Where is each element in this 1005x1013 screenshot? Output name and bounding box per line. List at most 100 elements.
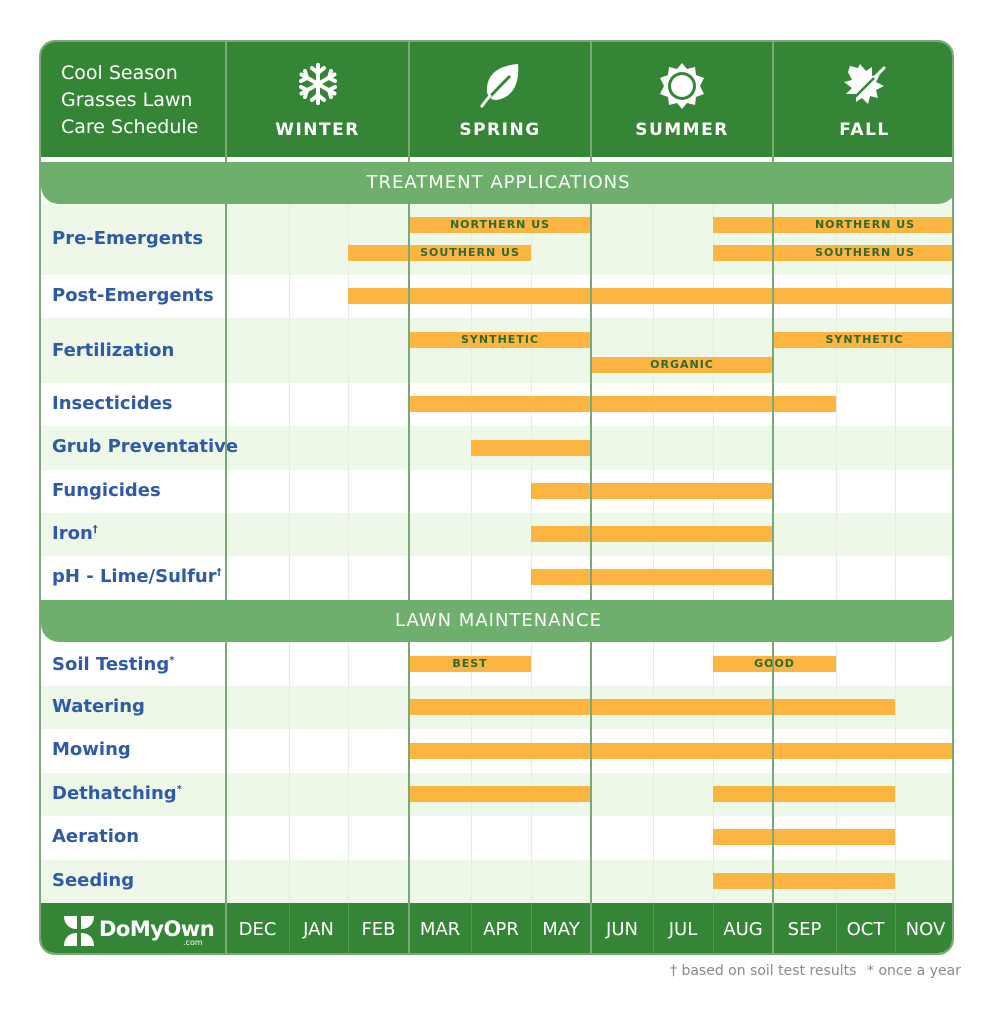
gridline xyxy=(713,642,714,903)
season-divider xyxy=(408,204,410,600)
gridline xyxy=(836,204,837,603)
row-fertilization: Fertilization xyxy=(41,318,952,383)
season-label-winter: WINTER xyxy=(275,120,360,140)
title-line-1: Cool Season xyxy=(61,62,178,84)
bar-fungicides xyxy=(531,483,773,499)
footer-divider xyxy=(895,903,896,953)
season-divider xyxy=(408,42,410,162)
dagger-text: based on soil test results xyxy=(681,963,857,979)
month-oct: OCT xyxy=(846,919,885,940)
row-label: Fertilization xyxy=(52,340,175,361)
bar-watering xyxy=(409,699,895,715)
row-label: Soil Testing* xyxy=(52,654,174,675)
asterisk-mark: * xyxy=(169,655,175,666)
month-nov: NOV xyxy=(905,919,946,940)
month-feb: FEB xyxy=(361,919,396,940)
row-label-text: pH - Lime/Sulfur xyxy=(52,566,217,587)
season-label-spring: SPRING xyxy=(459,120,541,140)
season-divider xyxy=(225,642,227,903)
bar-seeding xyxy=(713,873,895,889)
footer-divider xyxy=(836,903,837,953)
bar-grub-preventative xyxy=(471,440,591,456)
bar-mowing xyxy=(409,743,952,759)
row-label: Seeding xyxy=(52,870,135,891)
season-divider xyxy=(225,42,227,162)
asterisk-text: once a year xyxy=(878,963,961,979)
logo-suffix: .com xyxy=(183,938,203,947)
title-line-3: Care Schedule xyxy=(61,116,199,138)
month-may: MAY xyxy=(542,919,580,940)
bar-pre-emergents-northern-spring: NORTHERN US xyxy=(409,217,591,233)
row-label: Aeration xyxy=(52,826,140,847)
footer-divider xyxy=(653,903,654,953)
gridline xyxy=(471,642,472,903)
month-dec: DEC xyxy=(238,919,277,940)
footnote-asterisk: * once a year xyxy=(867,963,961,979)
row-label: Post-Emergents xyxy=(52,285,214,306)
leaf-icon xyxy=(480,64,519,108)
footer-divider xyxy=(772,903,774,953)
season-divider xyxy=(590,642,592,903)
bar-fertilization-synthetic-fall: SYNTHETIC xyxy=(773,332,952,348)
bar-pre-emergents-northern-fall: NORTHERN US xyxy=(713,217,952,233)
month-sep: SEP xyxy=(787,919,822,940)
logo-leaves-icon xyxy=(64,916,94,946)
row-label: Fungicides xyxy=(52,480,161,501)
dagger-symbol: † xyxy=(670,963,677,979)
month-jun: JUN xyxy=(606,919,638,940)
title-line-2: Grasses Lawn xyxy=(61,89,193,111)
season-winter: WINTER xyxy=(226,42,409,157)
dagger-mark: † xyxy=(92,524,98,535)
gridline xyxy=(653,642,654,903)
footer-divider xyxy=(713,903,714,953)
bar-soil-testing-best: BEST xyxy=(409,656,531,672)
row-label-text: Dethatching xyxy=(52,783,177,804)
gridline xyxy=(348,204,349,603)
season-divider xyxy=(772,642,774,903)
lawn-care-schedule-chart: Cool Season Grasses Lawn Care Schedule W… xyxy=(39,40,954,955)
month-jul: JUL xyxy=(668,919,698,940)
gridline xyxy=(836,642,837,903)
bar-pre-emergents-southern-fall: SOUTHERN US xyxy=(713,245,952,261)
footer-divider xyxy=(590,903,592,953)
footer-divider xyxy=(225,903,227,953)
bar-dethatching-spring xyxy=(409,786,591,802)
row-iron: Iron† xyxy=(41,513,952,556)
bar-soil-testing-good: GOOD xyxy=(713,656,836,672)
footer-divider xyxy=(408,903,410,953)
section-band-maintenance: LAWN MAINTENANCE xyxy=(41,600,952,642)
month-apr: APR xyxy=(483,919,519,940)
season-divider xyxy=(590,204,592,600)
season-divider xyxy=(590,42,592,162)
row-label: Iron† xyxy=(52,523,98,544)
row-label: Mowing xyxy=(52,739,131,760)
chart-title: Cool Season Grasses Lawn Care Schedule xyxy=(61,60,231,141)
bar-iron xyxy=(531,526,773,542)
section-band-treatment: TREATMENT APPLICATIONS xyxy=(41,162,952,204)
bar-label: SOUTHERN US xyxy=(815,246,915,259)
footer-divider xyxy=(348,903,349,953)
row-ph-lime-sulfur: pH - Lime/Sulfur† xyxy=(41,556,952,599)
row-label: Watering xyxy=(52,696,145,717)
row-label: Dethatching* xyxy=(52,783,182,804)
season-divider xyxy=(408,642,410,903)
bar-label: NORTHERN US xyxy=(814,218,916,231)
row-label-text: Soil Testing xyxy=(52,654,170,675)
snowflake-icon xyxy=(298,63,337,105)
season-divider xyxy=(225,204,227,600)
bar-label: SOUTHERN US xyxy=(420,246,520,259)
bar-fertilization-organic: ORGANIC xyxy=(591,357,773,373)
footnote-dagger: † based on soil test results xyxy=(670,963,856,979)
month-aug: AUG xyxy=(723,919,763,940)
season-label-summer: SUMMER xyxy=(635,120,729,140)
season-summer: SUMMER xyxy=(591,42,773,157)
sun-icon xyxy=(660,63,704,109)
bar-pre-emergents-southern-spring: SOUTHERN US xyxy=(348,245,531,261)
season-divider xyxy=(772,204,774,600)
bar-insecticides xyxy=(409,396,836,412)
gridline xyxy=(289,642,290,903)
gridline xyxy=(531,642,532,903)
season-spring: SPRING xyxy=(409,42,591,157)
gridline xyxy=(895,204,896,603)
season-label-fall: FALL xyxy=(839,120,890,140)
